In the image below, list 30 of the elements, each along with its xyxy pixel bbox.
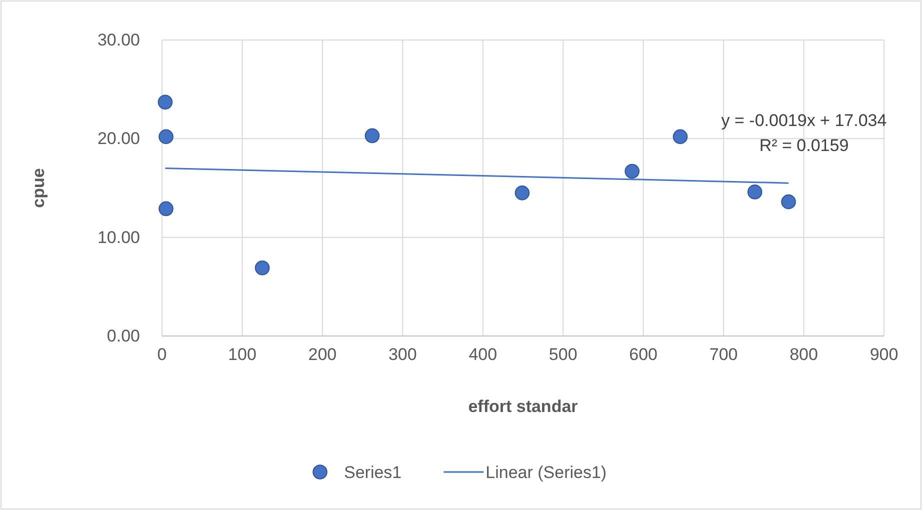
y-tick-label: 30.00 — [97, 30, 140, 50]
y-tick-label: 10.00 — [97, 228, 140, 247]
legend-label: Series1 — [344, 463, 402, 482]
x-tick-label: 500 — [548, 345, 578, 364]
x-tick-label: 800 — [790, 345, 818, 364]
point — [158, 129, 174, 144]
point — [254, 260, 270, 276]
point — [364, 128, 380, 144]
point — [781, 194, 796, 210]
y-tick-label: 0.00 — [106, 326, 140, 346]
x-tick-label: 700 — [709, 345, 738, 364]
point — [514, 186, 530, 200]
x-tick-label: 100 — [228, 345, 256, 364]
x-axis-title: effort standar — [468, 397, 578, 416]
x-tick-label: 0 — [157, 345, 167, 364]
annotation: R² = 0.0159 — [759, 136, 849, 155]
annotation: y = -0.0019x + 17.034 — [721, 111, 887, 130]
point — [672, 129, 688, 144]
point — [158, 94, 173, 110]
point — [624, 164, 640, 179]
point — [158, 201, 174, 216]
x-tick-label: 400 — [468, 345, 498, 364]
x-tick-label: 600 — [629, 345, 658, 364]
x-tick-label: 300 — [388, 345, 417, 364]
y-axis-title: cpue — [29, 168, 48, 208]
y-tick-label: 20.00 — [97, 129, 140, 148]
legend-label: Linear (Series1) — [486, 463, 607, 482]
x-tick-label: 200 — [308, 345, 337, 364]
x-tick-label: 900 — [870, 345, 898, 364]
point — [747, 184, 762, 200]
